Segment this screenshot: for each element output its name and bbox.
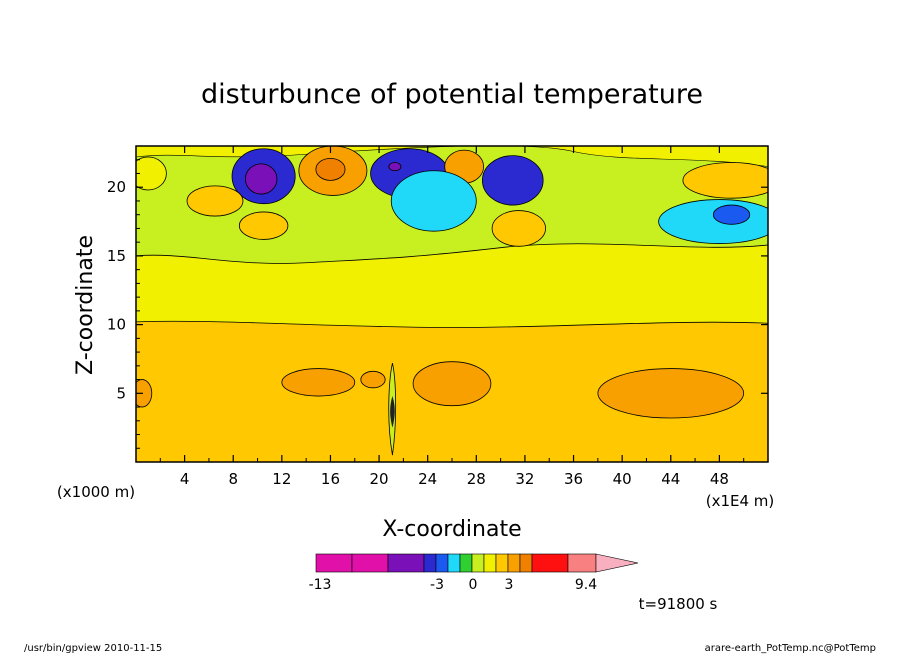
x-tick-label: 8: [228, 470, 238, 488]
y-axis-label: Z-coordinate: [73, 235, 98, 375]
contour-field: [136, 146, 768, 462]
contour-blob: [597, 368, 745, 419]
x-tick-label: 12: [272, 470, 291, 488]
colorbar-cell: [531, 553, 569, 573]
y-axis: 5 10 15 20: [107, 159, 768, 449]
contour-blob: [491, 210, 546, 247]
plume-core: [390, 396, 395, 428]
x-axis-label: X-coordinate: [382, 517, 521, 542]
colorbar-label: 9.4: [575, 577, 597, 593]
colorbar: -13 -3 0 3 9.4: [309, 553, 639, 593]
contour-blob: [682, 162, 768, 199]
colorbar-label: -13: [309, 577, 332, 593]
colorbar-cell: [519, 553, 533, 573]
chart-title: disturbunce of potential temperature: [201, 79, 703, 110]
y-tick-label: 15: [107, 247, 126, 265]
contour-blob: [315, 157, 346, 181]
x-tick-label: 28: [467, 470, 486, 488]
y-tick-label: 10: [107, 316, 126, 334]
contour-blob: [136, 379, 153, 408]
contour-blob: [412, 361, 492, 407]
contour-blob: [390, 170, 477, 232]
y-tick-label: 20: [107, 178, 126, 196]
footer-right: arare-earth_PotTemp.nc@PotTemp: [705, 643, 876, 654]
y-unit-note: (x1000 m): [57, 483, 135, 501]
contour-blob: [712, 204, 751, 225]
colorbar-arrow: [595, 553, 639, 573]
colorbar-label: 3: [505, 577, 514, 593]
colorbar-cell: [459, 553, 473, 573]
colorbar-cell: [567, 553, 597, 573]
x-tick-label: 36: [564, 470, 583, 488]
colorbar-label: -3: [430, 577, 444, 593]
x-tick-label: 4: [180, 470, 190, 488]
x-axis: 4 8 12 16 20 24 28 32 36 40 44 48: [159, 146, 745, 488]
contour-blob: [360, 370, 386, 389]
colorbar-cell: [483, 553, 497, 573]
x-tick-label: 24: [418, 470, 437, 488]
contour-blob: [281, 368, 356, 397]
colorbar-cell: [315, 553, 353, 573]
x-tick-label: 20: [370, 470, 389, 488]
colorbar-cell: [447, 553, 461, 573]
x-tick-label: 32: [515, 470, 534, 488]
colorbar-cell: [423, 553, 437, 573]
y-tick-label: 5: [116, 384, 126, 402]
contour-blob: [388, 162, 402, 172]
footer-left: /usr/bin/gpview 2010-11-15: [24, 643, 162, 654]
contour-blob: [186, 185, 244, 217]
colorbar-cell: [495, 553, 509, 573]
colorbar-cell: [471, 553, 485, 573]
contour-blob: [136, 156, 167, 191]
colorbar-cell: [435, 553, 449, 573]
x-tick-label: 48: [710, 470, 729, 488]
x-unit-note: (x1E4 m): [706, 492, 775, 510]
colorbar-cell: [507, 553, 521, 573]
colorbar-cell: [351, 553, 389, 573]
contour-blob: [238, 211, 289, 240]
contour-blob: [481, 155, 544, 206]
contour-blob: [244, 163, 278, 195]
colorbar-label: 0: [469, 577, 478, 593]
time-label: t=91800 s: [639, 595, 718, 613]
x-tick-label: 40: [613, 470, 632, 488]
x-tick-label: 16: [321, 470, 340, 488]
x-tick-label: 44: [661, 470, 680, 488]
colorbar-cell: [387, 553, 425, 573]
top-strip: [136, 146, 768, 167]
